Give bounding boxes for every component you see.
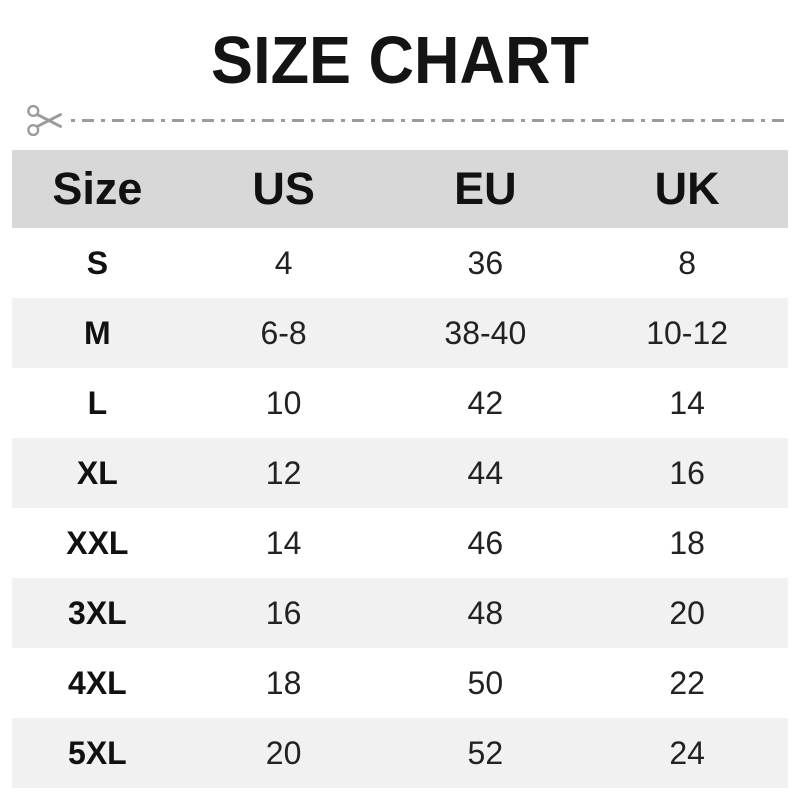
table-row: 5XL 20 52 24 — [12, 718, 788, 788]
uk-cell: 14 — [669, 384, 705, 421]
uk-cell: 18 — [669, 524, 705, 561]
scissors-icon — [27, 104, 62, 136]
uk-cell: 24 — [669, 734, 705, 771]
us-cell: 4 — [274, 244, 293, 281]
table-row: 4XL 18 50 22 — [12, 648, 788, 718]
header-uk: UK — [586, 150, 788, 228]
table-row: XXL 14 46 18 — [12, 508, 788, 578]
eu-cell: 42 — [467, 384, 504, 421]
table-row: 3XL 16 48 20 — [12, 578, 788, 648]
us-cell: 6-8 — [260, 314, 307, 351]
header-eu: EU — [384, 150, 587, 228]
size-cell: L — [87, 384, 108, 421]
page-title: SIZE CHART — [211, 23, 589, 98]
eu-cell: 48 — [467, 594, 504, 631]
size-cell: 3XL — [68, 594, 127, 631]
size-cell: M — [84, 314, 111, 351]
dashed-cut-line — [71, 118, 788, 122]
uk-cell: 22 — [669, 664, 705, 701]
eu-cell: 46 — [467, 524, 504, 561]
size-cell: 5XL — [68, 734, 127, 771]
eu-cell: 44 — [467, 454, 504, 491]
table-row: L 10 42 14 — [12, 368, 788, 438]
table-row: M 6-8 38-40 10-12 — [12, 298, 788, 368]
size-cell: XXL — [66, 524, 129, 561]
header-size: Size — [12, 150, 183, 228]
uk-cell: 16 — [669, 454, 705, 491]
table-row: S 4 36 8 — [12, 228, 788, 298]
header-us: US — [182, 150, 385, 228]
size-cell: 4XL — [68, 664, 127, 701]
us-cell: 16 — [265, 594, 302, 631]
table-row: XL 12 44 16 — [12, 438, 788, 508]
eu-cell: 38-40 — [444, 314, 527, 351]
eu-cell: 50 — [467, 664, 504, 701]
us-cell: 14 — [265, 524, 302, 561]
us-cell: 10 — [265, 384, 302, 421]
size-cell: S — [86, 244, 109, 281]
size-cell: XL — [76, 454, 118, 491]
uk-cell: 10-12 — [646, 314, 729, 351]
cut-line — [26, 101, 788, 139]
eu-cell: 52 — [467, 734, 504, 771]
us-cell: 12 — [265, 454, 302, 491]
size-conversion-table: Size US EU UK S 4 36 8 M 6-8 38-40 10-12… — [12, 150, 788, 788]
uk-cell: 8 — [678, 244, 696, 281]
table-header-row: Size US EU UK — [12, 150, 788, 228]
us-cell: 20 — [265, 734, 302, 771]
uk-cell: 20 — [669, 594, 705, 631]
eu-cell: 36 — [467, 244, 504, 281]
us-cell: 18 — [265, 664, 302, 701]
